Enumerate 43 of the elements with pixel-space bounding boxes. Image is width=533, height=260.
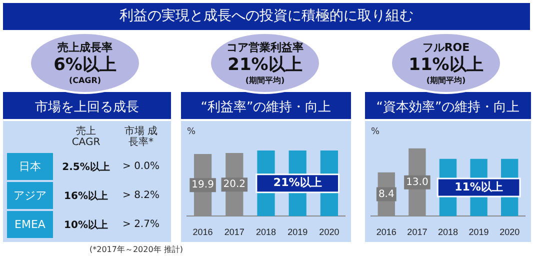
x-tick-label: 2016 bbox=[192, 227, 213, 238]
y-axis-title: % bbox=[187, 126, 196, 137]
text: 6%以上 bbox=[52, 54, 118, 74]
text: アジア bbox=[7, 182, 53, 209]
text: 2.5%以上 bbox=[61, 160, 111, 174]
text: 21%以上 bbox=[226, 54, 304, 74]
x-tick-label: 2018 bbox=[438, 227, 458, 238]
chart-title: “資本効率”の維持・向上 bbox=[365, 92, 531, 119]
x-tick-label: 2018 bbox=[256, 227, 276, 238]
data-label: 13.0 bbox=[406, 176, 428, 188]
chart-title: “利益率”の維持・向上 bbox=[181, 92, 351, 119]
x-tick-label: 2019 bbox=[468, 227, 489, 238]
text: > 2.7% bbox=[122, 218, 160, 232]
text: (CAGR) bbox=[68, 74, 102, 86]
data-label: 20.2 bbox=[223, 179, 246, 190]
text: (*2017年～2020年 推計) bbox=[88, 244, 183, 255]
text: (期間平均) bbox=[244, 74, 286, 86]
text: 11%以上 bbox=[408, 54, 484, 74]
text: > 8.2% bbox=[122, 189, 160, 203]
text: 日本 bbox=[7, 153, 53, 180]
text: 売上成長率 bbox=[56, 40, 114, 54]
annotation: 21%以上 bbox=[273, 176, 322, 190]
x-tick-label: 2020 bbox=[319, 227, 340, 238]
text: > 0.0% bbox=[122, 160, 160, 174]
text: 16%以上 bbox=[63, 190, 109, 204]
x-tick-label: 2016 bbox=[376, 227, 396, 238]
text: コア営業利益率 bbox=[226, 40, 304, 54]
x-tick-label: 2017 bbox=[407, 227, 428, 238]
text: 利益の実現と成長への投資に積極的に取り組む bbox=[3, 3, 530, 30]
data-label: 19.9 bbox=[192, 180, 214, 191]
text: (期間平均) bbox=[425, 74, 467, 86]
x-tick-label: 2019 bbox=[288, 227, 308, 238]
text: 市場を上回る成長 bbox=[3, 92, 171, 119]
text: フルROE bbox=[421, 40, 471, 54]
y-axis-title: % bbox=[371, 126, 380, 137]
x-tick-label: 2017 bbox=[224, 227, 244, 238]
text: 10%以上 bbox=[63, 218, 109, 232]
text: EMEA bbox=[7, 211, 53, 238]
x-tick-label: 2020 bbox=[500, 227, 520, 238]
text: 市場 成長率* bbox=[123, 124, 159, 150]
data-label: 8.4 bbox=[378, 188, 394, 200]
annotation: 11%以上 bbox=[454, 180, 503, 194]
text: 売上 CAGR bbox=[70, 124, 102, 150]
